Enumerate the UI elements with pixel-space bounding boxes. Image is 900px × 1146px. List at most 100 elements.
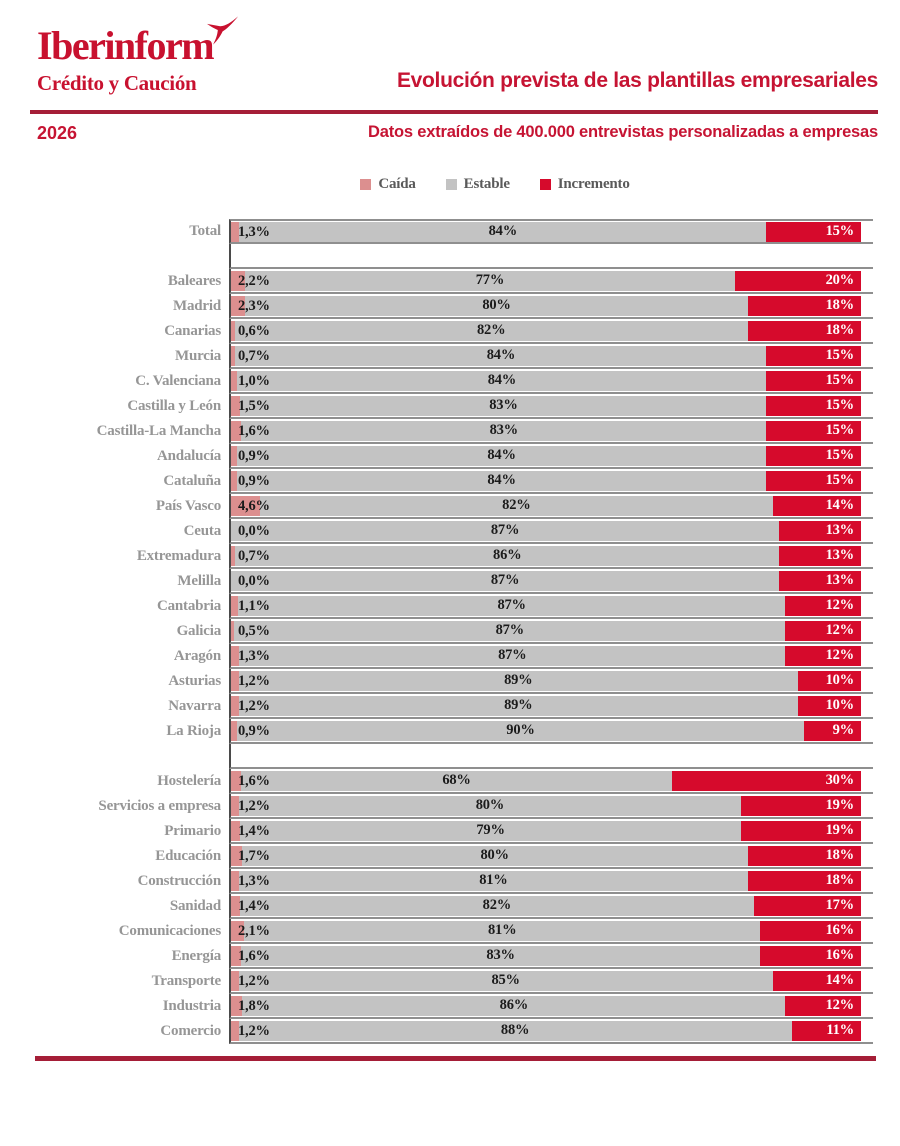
chart-row: Sanidad 82% 17% 1,4%: [37, 894, 900, 919]
legend-item: Estable: [445, 176, 510, 193]
row-label: Total: [189, 223, 221, 239]
bar-segment-estable: 87%: [239, 645, 786, 666]
estable-value: 83%: [486, 947, 515, 964]
incremento-value: 15%: [825, 422, 855, 439]
incremento-value: 12%: [825, 597, 855, 614]
top-divider: [30, 110, 878, 114]
chart-row: País Vasco 82% 14% 4,6%: [37, 494, 900, 519]
bar-segment-estable: 82%: [239, 895, 754, 916]
bar-segment-caida: [231, 395, 241, 416]
bar-segment-incremento: 17%: [753, 895, 861, 916]
caida-value: 1,5%: [238, 397, 270, 414]
stacked-bar: 86% 13% 0,7%: [231, 545, 861, 566]
stacked-bar-chart: Total 84% 15% 1,3% Baleares 77% 20% 2,2% Madrid 8…: [37, 219, 900, 1044]
bar-area: 87% 12% 0,5%: [229, 619, 873, 644]
chart-row: Castilla y León 83% 15% 1,5%: [37, 394, 900, 419]
incremento-value: 12%: [825, 647, 855, 664]
caida-value: 0,5%: [238, 622, 270, 639]
row-label: Melilla: [177, 573, 221, 589]
chart-row: Extremadura 86% 13% 0,7%: [37, 544, 900, 569]
bar-segment-incremento: 13%: [779, 570, 861, 591]
bar-segment-caida: [231, 1020, 239, 1041]
caida-value: 0,9%: [238, 722, 270, 739]
bar-segment-caida: [231, 920, 245, 941]
estable-value: 87%: [495, 622, 525, 639]
stacked-bar: 80% 19% 1,2%: [231, 795, 861, 816]
bar-segment-incremento: 18%: [747, 845, 861, 866]
row-label: País Vasco: [155, 498, 221, 514]
estable-value: 86%: [499, 997, 529, 1014]
bar-segment-estable: 90%: [236, 720, 805, 741]
bar-area: 80% 19% 1,2%: [229, 794, 873, 819]
incremento-value: 16%: [825, 922, 855, 939]
bar-segment-caida: [231, 295, 246, 316]
caida-value: 1,6%: [238, 422, 270, 439]
incremento-value: 13%: [825, 572, 855, 589]
bar-area: 84% 15% 0,7%: [229, 344, 873, 369]
incremento-value: 18%: [825, 847, 855, 864]
incremento-value: 15%: [825, 447, 855, 464]
incremento-value: 15%: [825, 372, 855, 389]
bar-segment-estable: 84%: [236, 445, 767, 466]
caida-value: 1,2%: [238, 797, 270, 814]
estable-value: 89%: [504, 697, 533, 714]
caida-value: 1,2%: [238, 972, 270, 989]
caida-value: 1,3%: [238, 647, 270, 664]
incremento-value: 18%: [825, 297, 855, 314]
estable-value: 68%: [442, 772, 471, 789]
row-label: Murcia: [174, 348, 221, 364]
row-label: Primario: [164, 823, 221, 839]
bar-segment-incremento: 16%: [760, 945, 861, 966]
caida-value: 0,7%: [238, 547, 270, 564]
group-spacer-row: [37, 244, 900, 269]
row-label: Comercio: [160, 1023, 221, 1039]
estable-value: 82%: [502, 497, 531, 514]
header: Iberinform Crédito y Caución Evolución p…: [0, 0, 900, 110]
stacked-bar: 80% 18% 2,3%: [231, 295, 861, 316]
estable-value: 87%: [498, 647, 527, 664]
stacked-bar: 68% 30% 1,6%: [231, 770, 861, 791]
bar-segment-incremento: 15%: [766, 221, 861, 242]
bar-segment-caida: [231, 770, 242, 791]
estable-value: 79%: [476, 822, 505, 839]
stacked-bar: 83% 16% 1,6%: [231, 945, 861, 966]
incremento-value: 13%: [825, 522, 855, 539]
bar-segment-caida: [231, 645, 240, 666]
row-label: Comunicaciones: [118, 923, 221, 939]
bar-segment-estable: 87%: [237, 595, 786, 616]
bar-segment-caida: [231, 495, 260, 516]
incremento-value: 11%: [826, 1022, 854, 1039]
incremento-value: 15%: [825, 397, 855, 414]
estable-value: 80%: [482, 297, 511, 314]
caida-value: 1,4%: [238, 897, 270, 914]
bar-segment-estable: 83%: [241, 945, 761, 966]
caida-value: 0,7%: [238, 347, 270, 364]
bar-segment-incremento: 14%: [772, 970, 861, 991]
chart-row: Castilla-La Mancha 83% 15% 1,6%: [37, 419, 900, 444]
bar-segment-caida: [231, 895, 240, 916]
incremento-value: 9%: [832, 722, 855, 739]
caida-value: 0,9%: [238, 447, 270, 464]
stacked-bar: 79% 19% 1,4%: [231, 820, 861, 841]
chart-row: Murcia 84% 15% 0,7%: [37, 344, 900, 369]
bar-segment-estable: 87%: [231, 520, 780, 541]
legend-swatch-icon: [360, 179, 372, 190]
stacked-bar: 80% 18% 1,7%: [231, 845, 861, 866]
stacked-bar: 83% 15% 1,6%: [231, 420, 861, 441]
row-label: Cantabria: [156, 598, 221, 614]
stacked-bar: 84% 15% 0,7%: [231, 345, 861, 366]
bar-segment-estable: 79%: [239, 820, 742, 841]
caida-value: 1,6%: [238, 947, 270, 964]
bar-segment-incremento: 19%: [741, 820, 861, 841]
bar-segment-estable: 68%: [241, 770, 672, 791]
chart-row: Hostelería 68% 30% 1,6%: [37, 769, 900, 794]
estable-value: 83%: [489, 422, 519, 439]
caida-value: 1,1%: [238, 597, 270, 614]
chart-row: Aragón 87% 12% 1,3%: [37, 644, 900, 669]
estable-value: 90%: [506, 722, 535, 739]
caida-value: 2,2%: [238, 272, 270, 289]
bar-area: 84% 15% 1,0%: [229, 369, 873, 394]
bar-segment-incremento: 16%: [760, 920, 861, 941]
bar-segment-incremento: 9%: [804, 720, 861, 741]
bar-segment-estable: 81%: [239, 870, 748, 891]
